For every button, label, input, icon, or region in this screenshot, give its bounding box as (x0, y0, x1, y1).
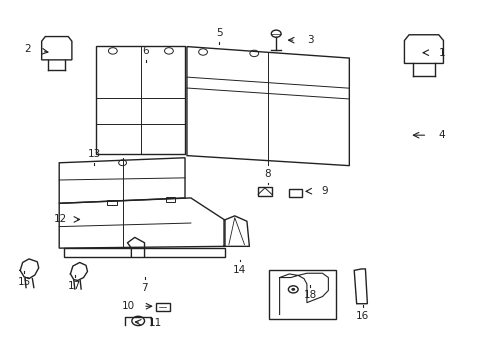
Text: 10: 10 (122, 301, 135, 311)
Text: 14: 14 (232, 265, 246, 275)
Text: 8: 8 (264, 168, 271, 179)
Circle shape (291, 288, 295, 291)
Text: 15: 15 (18, 277, 31, 287)
Text: 18: 18 (303, 291, 316, 301)
Text: 11: 11 (149, 319, 162, 328)
Text: 16: 16 (355, 311, 368, 321)
Text: 3: 3 (306, 35, 313, 45)
Text: 5: 5 (215, 28, 222, 38)
Bar (258, 187, 271, 196)
Bar (156, 303, 170, 311)
Bar (165, 197, 175, 202)
Text: 17: 17 (68, 281, 81, 291)
Text: 2: 2 (24, 44, 31, 54)
Bar (107, 200, 117, 205)
Text: 6: 6 (142, 46, 149, 56)
Text: 1: 1 (438, 48, 445, 58)
Text: 9: 9 (321, 186, 327, 196)
Text: 12: 12 (54, 215, 67, 224)
Text: 7: 7 (141, 283, 147, 293)
Text: 4: 4 (438, 130, 445, 140)
Bar (289, 189, 301, 197)
Text: 13: 13 (87, 149, 101, 159)
